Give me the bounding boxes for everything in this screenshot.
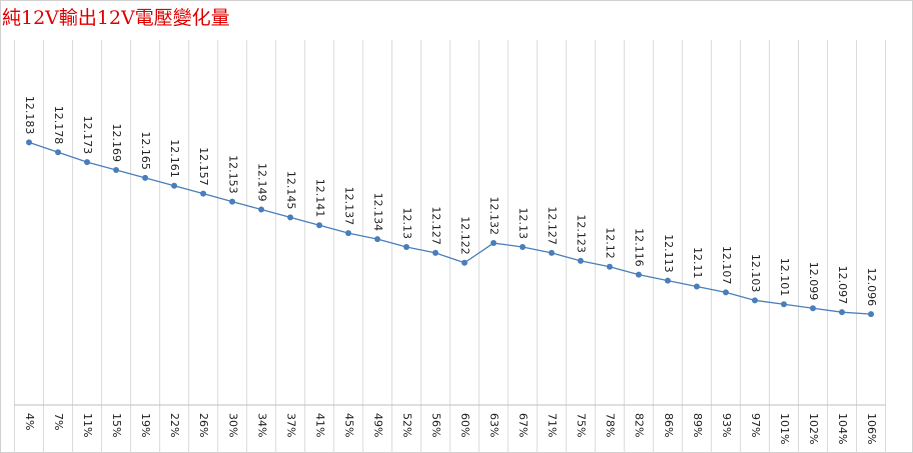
data-point: [867, 311, 874, 318]
data-label: 12.145: [284, 171, 297, 210]
x-tick-label: 82%: [633, 413, 646, 437]
data-label: 12.137: [342, 187, 355, 226]
line-series: [28, 141, 872, 315]
x-tick-label: 101%: [778, 413, 791, 444]
data-label: 12.149: [255, 163, 268, 202]
x-tick-label: 15%: [110, 413, 123, 437]
data-label: 12.12: [604, 227, 617, 259]
x-tick-label: 26%: [197, 413, 210, 437]
x-tick-label: 93%: [720, 413, 733, 437]
data-point: [171, 182, 178, 189]
data-label: 12.103: [749, 254, 762, 293]
data-point: [577, 257, 584, 264]
x-tick-label: 7%: [52, 413, 65, 430]
x-tick-label: 89%: [691, 413, 704, 437]
data-label: 12.173: [81, 116, 94, 155]
data-point: [693, 283, 700, 290]
data-label: 12.101: [778, 258, 791, 297]
x-tick-label: 19%: [139, 413, 152, 437]
chart-title: 純12V輸出12V電壓變化量: [2, 7, 230, 29]
data-point: [780, 301, 787, 308]
x-tick-label: 102%: [807, 413, 820, 444]
data-point: [374, 236, 381, 243]
data-label: 12.097: [836, 266, 849, 305]
data-point: [26, 139, 33, 146]
x-tick-label: 86%: [662, 413, 675, 437]
data-point: [345, 230, 352, 237]
x-tick-label: 67%: [517, 413, 530, 437]
data-point: [519, 244, 526, 250]
data-label: 12.13: [400, 208, 413, 240]
data-point: [142, 174, 149, 181]
data-label: 12.178: [52, 106, 65, 145]
data-label: 12.169: [110, 123, 123, 162]
data-label: 12.123: [575, 214, 588, 253]
data-label: 12.132: [488, 197, 501, 236]
x-tick-label: 4%: [23, 413, 36, 430]
data-label: 12.096: [865, 268, 878, 307]
x-tick-label: 75%: [575, 413, 588, 437]
x-tick-label: 63%: [488, 413, 501, 437]
data-point: [229, 198, 236, 205]
x-tick-label: 104%: [836, 413, 849, 444]
x-tick-label: 56%: [429, 413, 442, 437]
x-tick-label: 106%: [865, 413, 878, 444]
data-point: [838, 309, 845, 316]
x-tick-label: 60%: [459, 413, 472, 437]
data-label: 12.099: [807, 262, 820, 301]
data-label: 12.122: [459, 216, 472, 255]
data-point: [606, 263, 613, 270]
x-tick-label: 22%: [168, 413, 181, 437]
data-label: 12.116: [633, 228, 646, 267]
data-point: [461, 259, 468, 266]
data-label: 12.153: [226, 155, 239, 194]
data-point: [664, 277, 671, 284]
data-label: 12.165: [139, 131, 152, 170]
data-label: 12.13: [517, 208, 530, 240]
data-point: [258, 206, 265, 213]
x-tick-label: 78%: [604, 413, 617, 437]
x-tick-label: 52%: [400, 413, 413, 437]
data-label: 12.157: [197, 147, 210, 186]
data-label: 12.141: [313, 179, 326, 218]
data-point: [316, 222, 323, 229]
x-tick-label: 30%: [226, 413, 239, 437]
x-tick-label: 11%: [81, 413, 94, 437]
data-point: [200, 190, 207, 197]
data-label: 12.11: [691, 247, 704, 279]
x-tick-label: 37%: [284, 413, 297, 437]
data-point: [55, 149, 62, 156]
x-tick-label: 71%: [546, 413, 559, 437]
data-point: [287, 214, 294, 221]
data-label: 12.161: [168, 139, 181, 178]
data-point: [84, 159, 91, 166]
data-label: 12.113: [662, 234, 675, 273]
data-point: [490, 240, 497, 247]
data-label: 12.127: [429, 206, 442, 245]
data-point: [809, 305, 816, 312]
data-label: 12.127: [546, 206, 559, 245]
data-point: [113, 166, 120, 173]
x-tick-label: 45%: [342, 413, 355, 437]
data-point: [635, 271, 642, 278]
x-tick-label: 49%: [371, 413, 384, 437]
data-label: 12.134: [371, 193, 384, 232]
data-point: [751, 297, 758, 304]
data-point: [432, 249, 439, 256]
x-tick-label: 97%: [749, 413, 762, 437]
data-label: 12.107: [720, 246, 733, 285]
data-point: [722, 289, 729, 296]
data-point: [548, 249, 555, 256]
data-label: 12.183: [23, 96, 36, 135]
x-tick-label: 41%: [313, 413, 326, 437]
x-tick-label: 34%: [255, 413, 268, 437]
data-point: [403, 244, 410, 250]
